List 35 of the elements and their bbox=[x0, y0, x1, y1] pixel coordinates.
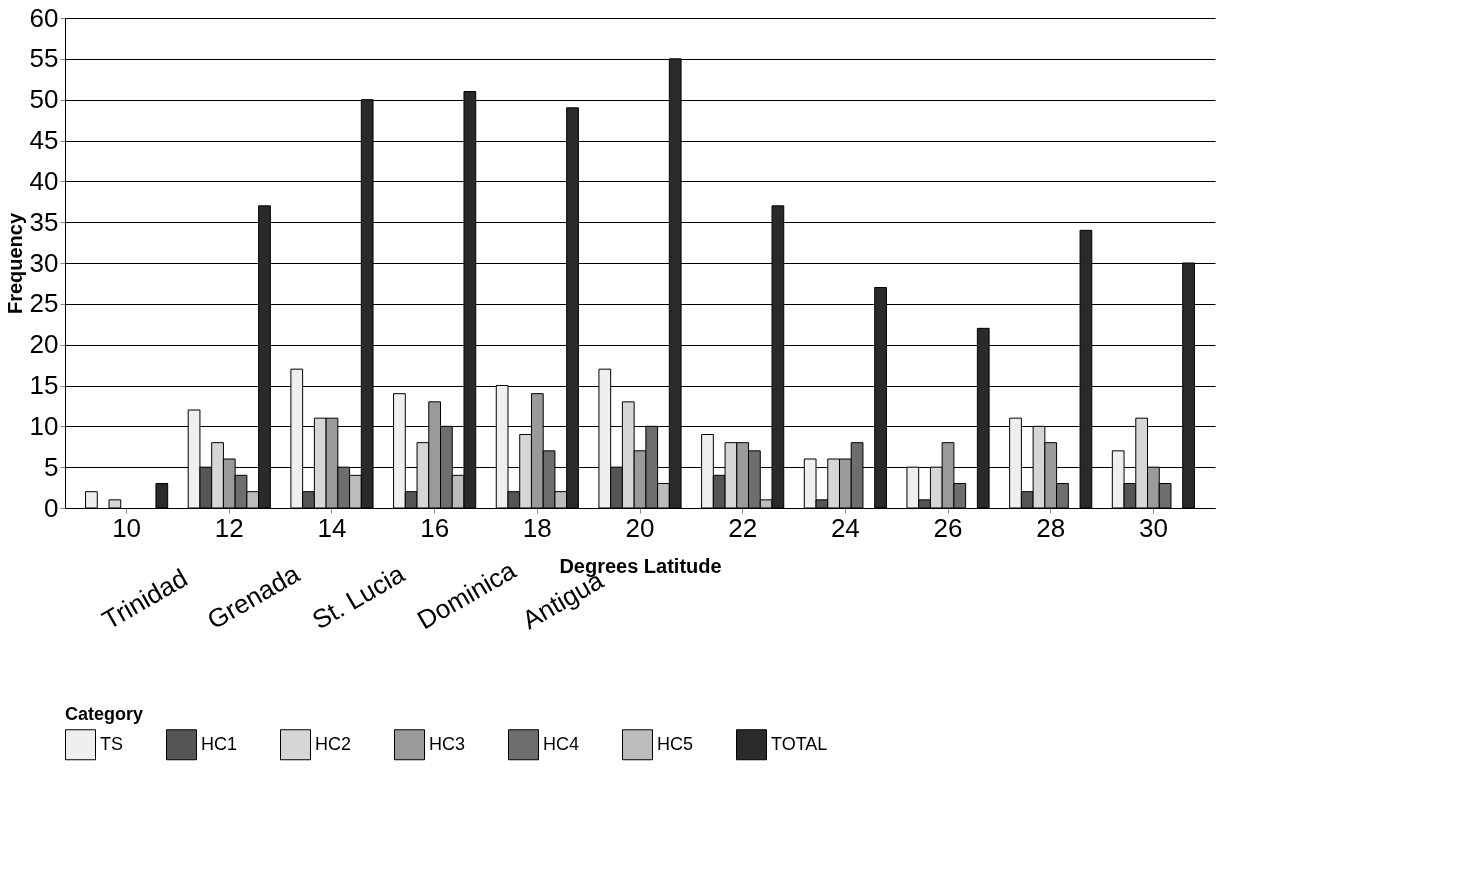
x-axis-title: Degrees Latitude bbox=[559, 554, 722, 577]
y-tick-label: 25 bbox=[29, 288, 59, 319]
y-tick-label: 20 bbox=[29, 329, 59, 360]
y-tick-label: 5 bbox=[44, 451, 59, 482]
y-tick-label: 60 bbox=[29, 2, 59, 33]
x-tick-label: 10 bbox=[112, 512, 142, 543]
x-tick-label: 16 bbox=[420, 512, 450, 543]
x-tick-label: 12 bbox=[214, 512, 244, 543]
legend-title: Category bbox=[65, 704, 144, 724]
x-tick-label: 24 bbox=[830, 512, 860, 543]
legend-label: TS bbox=[100, 733, 124, 754]
y-tick-label: 30 bbox=[29, 247, 59, 278]
legend-label: HC5 bbox=[657, 733, 694, 754]
y-tick-label: 15 bbox=[29, 370, 59, 400]
legend-label: HC1 bbox=[201, 733, 238, 754]
legend-label: HC4 bbox=[543, 733, 580, 754]
y-tick-label: 10 bbox=[29, 410, 59, 441]
x-tick-label: 28 bbox=[1036, 512, 1066, 543]
x-tick-label: 20 bbox=[625, 512, 655, 543]
y-axis-title: Frequency bbox=[3, 212, 26, 315]
x-tick-label: 22 bbox=[728, 512, 758, 543]
y-tick-label: 45 bbox=[29, 125, 59, 155]
y-tick-label: 40 bbox=[29, 165, 59, 196]
y-tick-label: 35 bbox=[29, 206, 59, 237]
x-tick-label: 18 bbox=[522, 512, 552, 543]
x-tick-label: 26 bbox=[933, 512, 963, 543]
text: St. Lucia bbox=[307, 558, 411, 636]
legend-label: HC2 bbox=[315, 733, 352, 754]
y-tick-label: 55 bbox=[29, 43, 59, 74]
x-tick-label: 14 bbox=[317, 512, 347, 543]
legend-label: TOTAL bbox=[771, 733, 828, 754]
y-tick-label: 50 bbox=[29, 84, 59, 115]
x-tick-label: 30 bbox=[1138, 512, 1168, 543]
y-tick-label: 0 bbox=[44, 492, 59, 523]
legend-label: HC3 bbox=[429, 733, 466, 754]
